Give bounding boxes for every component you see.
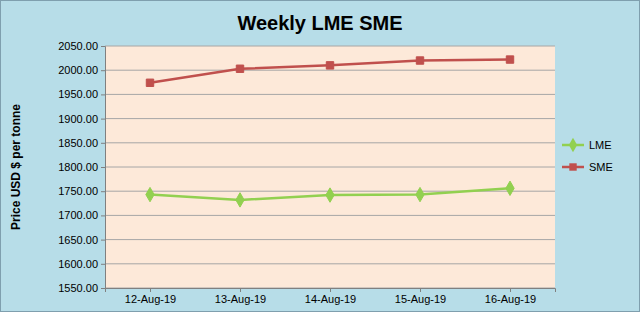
series-marker [416, 57, 423, 64]
grid-line [105, 118, 555, 119]
y-tick: 2050.00 [58, 40, 105, 52]
chart-background [1, 1, 640, 312]
y-tick: 1950.00 [58, 88, 105, 100]
y-tick-label: 1800.00 [58, 161, 98, 173]
y-tick-label: 1700.00 [58, 209, 98, 221]
x-tick: 14-Aug-19 [305, 288, 356, 305]
y-tick-mark [101, 70, 105, 71]
x-axis-line [106, 289, 556, 293]
legend-item: SME [562, 161, 613, 173]
y-tick-mark [101, 167, 105, 168]
y-tick-label: 1850.00 [58, 137, 98, 149]
y-tick-label: 1950.00 [58, 88, 98, 100]
series-marker [416, 187, 424, 201]
y-tick-label: 2050.00 [58, 40, 98, 52]
x-axis: 12-Aug-19 13-Aug-19 14-Aug-19 15-Aug-19 16-A… [106, 288, 556, 305]
x-tick-mark [150, 288, 151, 292]
y-tick-label: 1750.00 [58, 185, 98, 197]
grid-line [105, 46, 555, 47]
y-tick: 1850.00 [58, 137, 105, 149]
y-tick-label: 1900.00 [58, 113, 98, 125]
y-tick-mark [101, 288, 105, 289]
x-tick-label: 13-Aug-19 [215, 293, 266, 305]
y-tick-mark [101, 46, 105, 47]
series-marker [236, 193, 244, 207]
title: Weekly LME SME [237, 12, 402, 34]
y-tick: 1900.00 [58, 113, 105, 125]
y-tick-label: 1600.00 [58, 258, 98, 270]
y-tick: 1700.00 [58, 209, 105, 221]
grid-line [105, 94, 555, 95]
y-tick-mark [101, 191, 105, 192]
legend-item: LME [562, 138, 612, 152]
y-tick: 1800.00 [58, 161, 105, 173]
legend: LME SME [562, 138, 613, 173]
y-tick: 1750.00 [58, 185, 105, 197]
x-tick-label: 14-Aug-19 [305, 293, 356, 305]
y-tick-mark [101, 215, 105, 216]
grid-line [105, 70, 555, 71]
y-tick-label: 1550.00 [58, 282, 98, 294]
x-tick-mark [330, 288, 331, 292]
chart: Weekly LME SME 1550.00 1600.00 1650.00 1700.… [0, 0, 640, 312]
x-tick-mark [420, 288, 421, 292]
x-tick-label: 15-Aug-19 [395, 293, 446, 305]
grid-line [105, 263, 555, 264]
series-marker [146, 187, 154, 201]
y-axis: 1550.00 1600.00 1650.00 1700.00 1750.00 1800.… [58, 40, 105, 294]
series-marker [236, 65, 243, 72]
y-tick-mark [101, 94, 105, 95]
y-tick-mark [101, 119, 105, 120]
series-group [146, 56, 514, 207]
series-marker [506, 56, 513, 63]
series-marker [146, 79, 153, 86]
y-tick-mark [101, 143, 105, 144]
grid-line [105, 142, 555, 143]
legend-marker [569, 163, 576, 170]
series-line [150, 60, 510, 83]
series-marker [506, 181, 514, 195]
y-tick: 1650.00 [58, 234, 105, 246]
grid-line [105, 239, 555, 240]
x-tick-label: 16-Aug-19 [485, 293, 536, 305]
x-tick-label: 12-Aug-19 [125, 293, 176, 305]
grid-line [105, 215, 555, 216]
y-tick-mark [101, 240, 105, 241]
series-marker [326, 188, 334, 202]
y-axis-title: Price USD $ per tonne [9, 104, 23, 230]
x-tick: 12-Aug-19 [125, 288, 176, 305]
legend-label: SME [589, 161, 613, 173]
y-tick-label: 2000.00 [58, 64, 98, 76]
plot: 1550.00 1600.00 1650.00 1700.00 1750.00 1800.… [58, 40, 555, 305]
legend-label: LME [589, 139, 612, 151]
series-marker [326, 62, 333, 69]
x-tick-mark [510, 288, 511, 292]
y-axis-line [101, 47, 106, 289]
y-tick: 2000.00 [58, 64, 105, 76]
legend-marker [569, 138, 577, 152]
y-tick-mark [101, 264, 105, 265]
x-tick: 15-Aug-19 [395, 288, 446, 305]
y-tick: 1600.00 [58, 258, 105, 270]
plot-background [105, 46, 555, 288]
y-tick-label: 1650.00 [58, 234, 98, 246]
y-tick: 1550.00 [58, 282, 105, 294]
x-tick: 13-Aug-19 [215, 288, 266, 305]
x-tick-mark [240, 288, 241, 292]
grid-line [105, 167, 555, 168]
x-tick: 16-Aug-19 [485, 288, 536, 305]
